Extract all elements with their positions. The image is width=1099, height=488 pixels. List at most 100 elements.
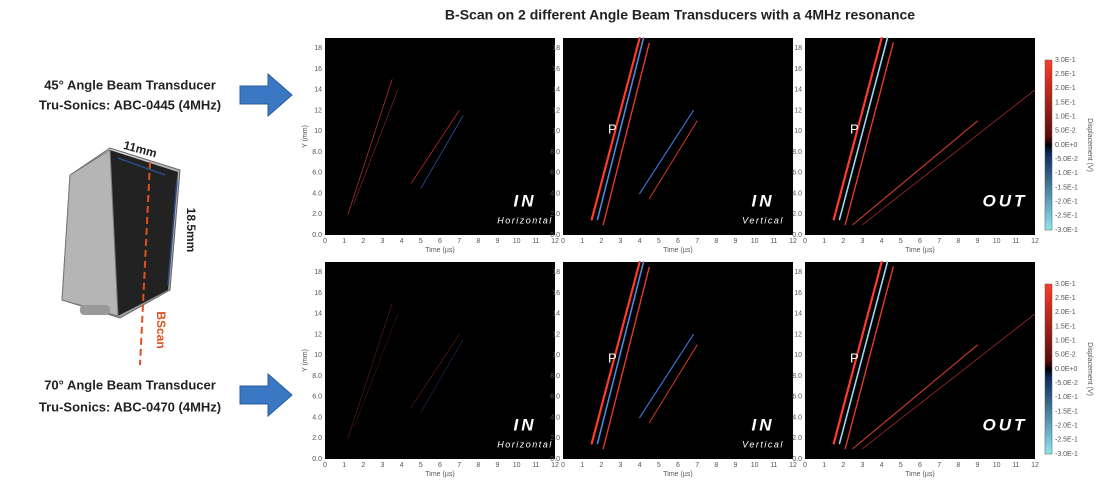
x-tick-label: 10 <box>513 238 521 245</box>
y-tick-label: 18 <box>552 45 560 52</box>
x-tick-label: 5 <box>419 462 423 469</box>
x-tick-label: 2 <box>599 462 603 469</box>
probe <box>61 147 181 366</box>
wave-streak <box>590 36 641 221</box>
y-tick-label: 8.0 <box>792 149 802 156</box>
colorbar-tick-label: -2.5E-1 <box>1055 437 1078 444</box>
y-tick-label: 18 <box>314 269 322 276</box>
y-tick-label: 10 <box>314 352 322 359</box>
x-tick-label: 1 <box>580 238 584 245</box>
y-axis-label: Y (mm) <box>302 125 309 148</box>
colorbar-tick-label: 2.5E-1 <box>1055 295 1076 302</box>
x-tick-label: 2 <box>841 462 845 469</box>
x-tick-label: 0 <box>803 238 807 245</box>
wave-streak <box>410 334 460 408</box>
y-tick-label: 8.0 <box>550 373 560 380</box>
transducer-model: Tru-Sonics: ABC-0470 (4MHz) <box>39 399 221 414</box>
bscan-signal <box>832 260 1036 450</box>
colorbar-label: Displacement (V) <box>1086 342 1093 396</box>
x-tick-label: 6 <box>676 462 680 469</box>
x-tick-label: 8 <box>956 238 960 245</box>
x-tick-label: 5 <box>899 238 903 245</box>
wave-streak <box>347 303 393 439</box>
x-tick-label: 1 <box>580 462 584 469</box>
wave-streak <box>596 261 645 445</box>
y-tick-label: 18 <box>552 269 560 276</box>
y-tick-label: 12 <box>794 331 802 338</box>
x-tick-label: 9 <box>496 238 500 245</box>
x-tick-label: 2 <box>841 238 845 245</box>
bscan-panel <box>325 38 555 235</box>
x-tick-label: 8 <box>956 462 960 469</box>
panel-label: OUT <box>983 415 1028 434</box>
y-tick-label: 16 <box>314 66 322 73</box>
x-tick-label: 1 <box>342 238 346 245</box>
x-tick-label: 12 <box>551 238 559 245</box>
wave-streak <box>602 42 650 226</box>
wave-streak <box>602 266 650 450</box>
x-tick-label: 7 <box>457 462 461 469</box>
wave-streak <box>832 36 883 221</box>
colorbar-tick-label: -1.0E-1 <box>1055 394 1078 401</box>
x-tick-label: 3 <box>861 462 865 469</box>
y-tick-label: 0.0 <box>550 456 560 463</box>
colorbar-label: Displacement (V) <box>1086 118 1093 172</box>
y-tick-label: 6.0 <box>792 170 802 177</box>
y-tick-label: 16 <box>794 290 802 297</box>
y-axis-label: Y (mm) <box>302 349 309 372</box>
bscan-panel <box>325 262 555 459</box>
y-tick-label: 0.0 <box>550 232 560 239</box>
x-tick-label: 12 <box>1031 462 1039 469</box>
x-tick-label: 11 <box>1012 462 1019 469</box>
x-tick-label: 6 <box>918 462 922 469</box>
wave-streak <box>353 313 399 429</box>
arrow <box>239 372 293 418</box>
colorbar-tick-label: 0.0E+0 <box>1055 366 1077 373</box>
x-tick-label: 0 <box>323 462 327 469</box>
x-tick-label: 10 <box>513 462 521 469</box>
y-tick-label: 8.0 <box>792 373 802 380</box>
x-tick-label: 5 <box>657 238 661 245</box>
colorbar-tick-label: -5.0E-2 <box>1055 380 1078 387</box>
x-tick-label: 8 <box>476 462 480 469</box>
x-tick-label: 4 <box>400 238 404 245</box>
wave-streak <box>862 89 1036 226</box>
y-tick-label: 12 <box>552 331 560 338</box>
x-tick-label: 0 <box>803 462 807 469</box>
x-tick-label: 12 <box>789 462 797 469</box>
colorbar-tick-label: -3.0E-1 <box>1055 227 1078 234</box>
y-tick-label: 8.0 <box>312 373 322 380</box>
colorbar-tick-label: 1.5E-1 <box>1055 99 1076 106</box>
x-tick-label: 4 <box>638 238 642 245</box>
x-tick-label: 2 <box>599 238 603 245</box>
x-tick-label: 9 <box>496 462 500 469</box>
y-tick-label: 2.0 <box>792 211 802 218</box>
x-tick-label: 10 <box>993 238 1001 245</box>
wave-streak <box>648 344 698 424</box>
x-axis-label: Time (µs) <box>663 471 692 478</box>
x-tick-label: 9 <box>976 462 980 469</box>
colorbar-tick-label: -1.5E-1 <box>1055 184 1078 191</box>
y-tick-label: 0.0 <box>792 456 802 463</box>
colorbar-tick-label: 2.5E-1 <box>1055 71 1076 78</box>
x-tick-label: 5 <box>657 462 661 469</box>
x-tick-label: 10 <box>993 462 1001 469</box>
y-tick-label: 10 <box>794 352 802 359</box>
panel-label: OUT <box>983 191 1028 210</box>
x-tick-label: 1 <box>822 462 826 469</box>
scan-label: BScan <box>154 311 168 348</box>
bscan-signal <box>590 36 698 226</box>
x-tick-label: 7 <box>457 238 461 245</box>
wave-label: P <box>850 121 859 136</box>
wave-streak <box>838 37 889 221</box>
y-tick-label: 4.0 <box>792 414 802 421</box>
wave-streak <box>420 115 464 189</box>
y-tick-label: 0.0 <box>792 232 802 239</box>
y-tick-label: 12 <box>314 107 322 114</box>
panel-label: IN <box>514 415 537 434</box>
y-tick-label: 6.0 <box>312 170 322 177</box>
x-tick-label: 9 <box>734 462 738 469</box>
colorbar-tick-label: 2.0E-1 <box>1055 309 1076 316</box>
x-tick-label: 1 <box>822 238 826 245</box>
